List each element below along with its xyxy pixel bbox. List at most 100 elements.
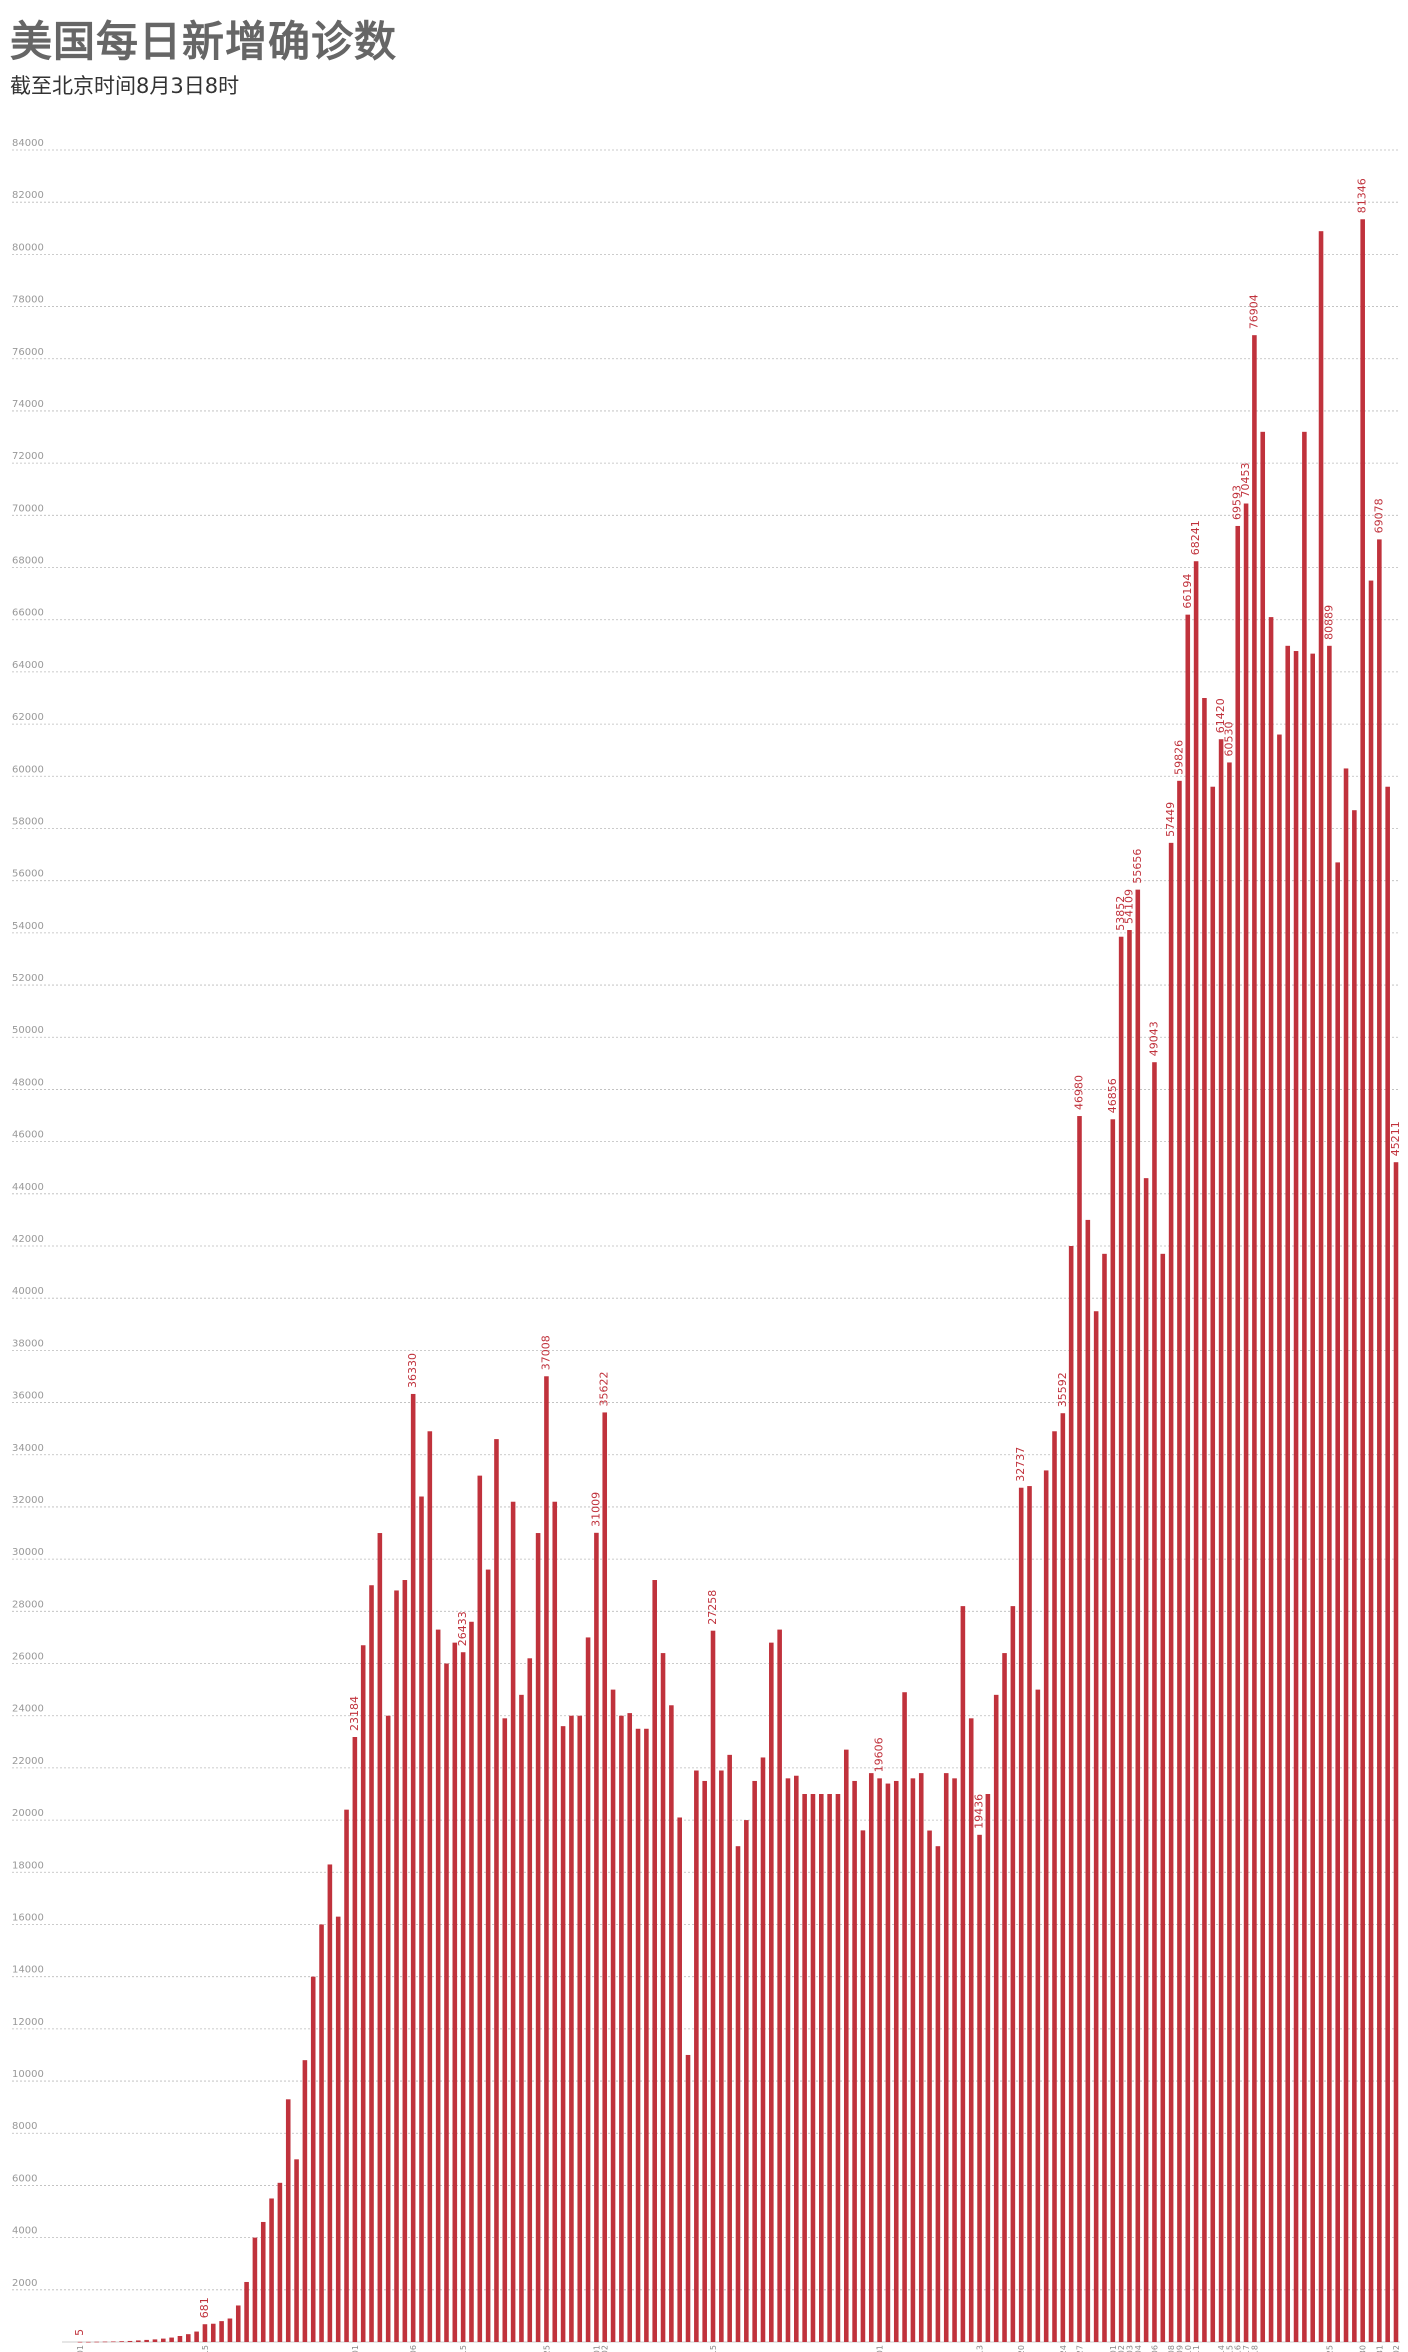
y-tick-label: 40000: [12, 1286, 44, 1297]
chart-subtitle: 截至北京时间8月3日8时: [10, 74, 240, 98]
y-tick-label: 52000: [12, 973, 44, 984]
bar: [235, 2305, 241, 2342]
bar: [360, 1645, 366, 2342]
bar: [1152, 1062, 1157, 2342]
bar: [1310, 653, 1315, 2342]
bar: [177, 2335, 183, 2342]
bar: [685, 2054, 691, 2342]
data-label: 60530: [1222, 721, 1235, 756]
bar: [169, 2337, 174, 2342]
data-label: 36330: [406, 1353, 419, 1388]
bar: [1318, 231, 1324, 2342]
bar: [794, 1775, 799, 2342]
x-tick-label: 04/15: [459, 2345, 468, 2352]
bar: [1077, 1116, 1082, 2342]
data-label: 26433: [456, 1611, 469, 1646]
bar: [1177, 780, 1182, 2342]
bar: [1185, 614, 1191, 2342]
bar: [927, 1830, 932, 2342]
x-tick-label: 07/10: [1184, 2345, 1193, 2352]
bar: [227, 2318, 233, 2342]
bar: [1052, 1431, 1057, 2342]
bar: [510, 1501, 516, 2342]
bar: [1360, 219, 1365, 2342]
y-tick-label: 14000: [12, 1965, 44, 1976]
bar: [569, 1715, 574, 2342]
bar: [402, 1580, 408, 2342]
data-label: 70453: [1239, 463, 1252, 498]
y-tick-label: 12000: [12, 2017, 44, 2028]
x-tick-label: 07/09: [1175, 2345, 1184, 2352]
bar: [194, 2331, 199, 2342]
bar: [294, 2159, 299, 2342]
data-label: 19606: [873, 1737, 886, 1772]
data-label: 66194: [1181, 574, 1194, 609]
bar: [1035, 1689, 1041, 2342]
bar: [1260, 431, 1266, 2342]
y-tick-label: 42000: [12, 1234, 44, 1245]
y-tick-label: 66000: [12, 608, 44, 619]
bar: [560, 1726, 566, 2342]
bar: [852, 1780, 857, 2342]
bar: [310, 1976, 316, 2342]
bar: [1135, 889, 1141, 2342]
y-tick-label: 56000: [12, 869, 44, 880]
x-tick-label: 07/14: [1217, 2345, 1226, 2352]
chart-title: 美国每日新增确诊数: [10, 17, 398, 66]
x-tick-label: 06/24: [1059, 2345, 1068, 2352]
bar: [77, 2341, 83, 2343]
bars: [77, 219, 1399, 2343]
bar: [885, 1783, 891, 2342]
x-tick-label: 05/15: [709, 2345, 718, 2352]
bar: [335, 1916, 341, 2342]
bar: [419, 1496, 424, 2342]
bar: [1018, 1487, 1024, 2342]
bar: [802, 1794, 807, 2342]
y-axis-ticks: 2000 4000 6000 8000 10000 12000 14000 16000 1800…: [12, 138, 44, 2289]
y-tick-label: 76000: [12, 347, 44, 358]
bar: [1352, 810, 1357, 2343]
bar: [1143, 1178, 1149, 2342]
bar: [735, 1846, 741, 2342]
data-label: 54109: [1122, 889, 1135, 924]
x-tick-label: 06/01: [876, 2345, 885, 2352]
bar: [1252, 335, 1257, 2342]
y-tick-label: 70000: [12, 503, 44, 514]
bar: [1285, 645, 1291, 2342]
bar: [968, 1718, 974, 2342]
y-tick-label: 24000: [12, 1704, 44, 1715]
bar: [1343, 768, 1349, 2342]
y-tick-label: 50000: [12, 1025, 44, 1036]
bar: [702, 1780, 707, 2342]
bar: [877, 1778, 882, 2342]
bar: [577, 1715, 583, 2342]
y-tick-label: 36000: [12, 1391, 44, 1402]
data-label: 37008: [539, 1335, 552, 1370]
y-tick-label: 72000: [12, 451, 44, 462]
x-tick-label: 06/20: [1017, 2345, 1026, 2352]
bar: [1118, 936, 1124, 2342]
bar: [1193, 561, 1199, 2342]
y-tick-label: 28000: [12, 1599, 44, 1610]
x-tick-label: 07/18: [1250, 2345, 1259, 2352]
y-tick-label: 84000: [12, 138, 44, 149]
x-tick-label: 08/02: [1392, 2345, 1401, 2352]
bar: [369, 1585, 374, 2342]
bar: [1277, 734, 1282, 2342]
bar: [669, 1705, 674, 2342]
bar: [260, 2221, 266, 2342]
data-label: 32737: [1014, 1447, 1027, 1482]
data-label: 55656: [1131, 849, 1144, 884]
y-tick-label: 26000: [12, 1652, 44, 1663]
bar: [610, 1689, 616, 2342]
x-tick-label: 07/08: [1167, 2345, 1176, 2352]
bar: [810, 1794, 816, 2342]
bar: [111, 2341, 116, 2343]
data-label: 46980: [1072, 1075, 1085, 1110]
bar: [1043, 1470, 1049, 2342]
y-tick-label: 48000: [12, 1077, 44, 1088]
bar: [1027, 1486, 1032, 2342]
bar: [860, 1830, 866, 2342]
data-label: 61420: [1214, 698, 1227, 733]
